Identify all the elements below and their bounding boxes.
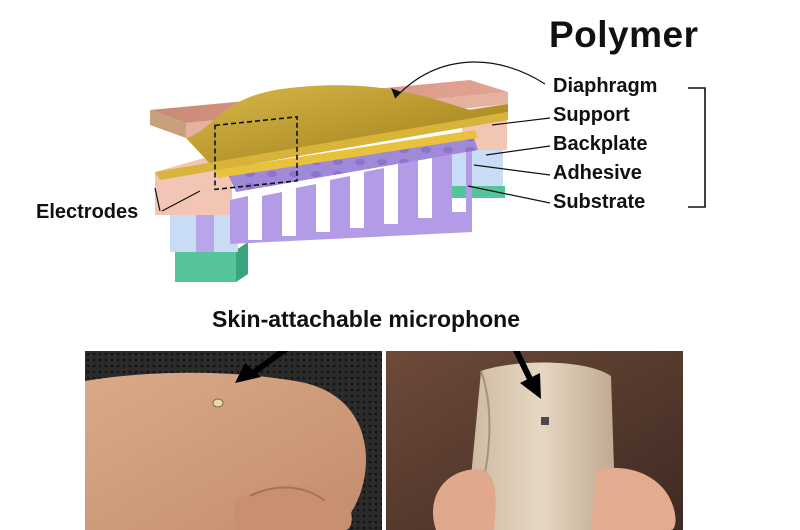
electrode-layer (214, 130, 478, 178)
leader-lines (154, 61, 551, 212)
microphone-on-hand (212, 398, 224, 408)
adhesive-layer (170, 150, 503, 252)
label-electrodes: Electrodes (36, 201, 139, 223)
label-substrate: Substrate (553, 191, 646, 213)
diaphragm-rim (155, 112, 508, 180)
microphone-cross-section-diagram (150, 61, 706, 282)
arrow-film (513, 351, 541, 399)
arrow-hand (235, 351, 289, 383)
zoom-box (214, 115, 298, 191)
label-backplate: Backplate (553, 133, 648, 155)
substrate-layer (175, 186, 505, 282)
polymer-title: Polymer (549, 14, 699, 55)
photo-caption: Skin-attachable microphone (212, 306, 521, 332)
label-support: Support (553, 104, 630, 126)
polymer-bracket (688, 87, 706, 208)
microphone-on-film (541, 417, 549, 425)
label-diaphragm: Diaphragm (553, 75, 658, 97)
photo-curved-film-with-microphone (386, 351, 683, 530)
label-adhesive: Adhesive (553, 162, 642, 184)
diaphragm-layer (186, 85, 508, 168)
photo-hand-with-microphone (85, 351, 382, 530)
